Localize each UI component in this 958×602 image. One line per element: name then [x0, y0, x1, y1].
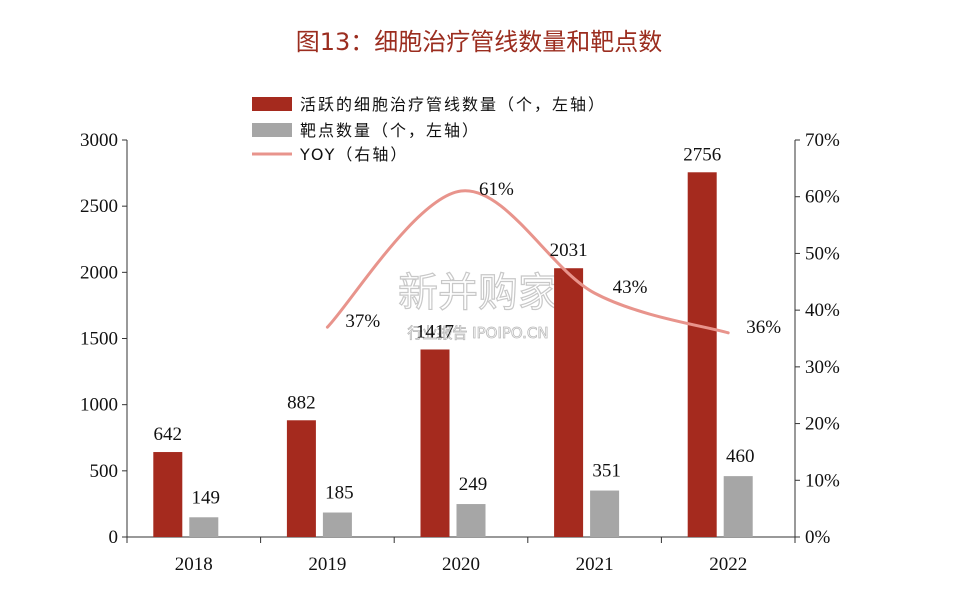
- right-tick-label: 20%: [805, 414, 840, 435]
- pipeline-value-label: 882: [287, 392, 316, 413]
- right-tick-label: 0%: [805, 527, 831, 548]
- legend-label-pipeline: 活跃的细胞治疗管线数量（个，左轴）: [300, 95, 606, 114]
- yoy-value-label: 43%: [613, 277, 648, 298]
- data-labels: 642 882 1417 2031 2756 149 185 249 351 460 37% 61% 4…: [154, 144, 782, 508]
- chart-title: 图13：细胞治疗管线数量和靶点数: [295, 28, 663, 56]
- targets-value-label: 351: [592, 461, 621, 482]
- targets-bar: [189, 517, 219, 537]
- targets-bar: [456, 504, 486, 537]
- legend-swatch-targets: [252, 123, 292, 137]
- pipeline-bar: [286, 420, 316, 537]
- watermark-main: 新并购家: [398, 270, 558, 316]
- yoy-line: [325, 189, 730, 335]
- yoy-value-label: 36%: [746, 317, 781, 338]
- right-tick-label: 50%: [805, 243, 840, 264]
- x-tick-label: 2020: [442, 554, 480, 575]
- left-tick-label: 3000: [80, 130, 118, 151]
- right-tick-label: 70%: [805, 130, 840, 151]
- x-tick-label: 2021: [576, 554, 614, 575]
- x-tick-label: 2022: [709, 554, 747, 575]
- yoy-value-label: 61%: [479, 179, 514, 200]
- targets-bar: [322, 512, 352, 537]
- pipeline-value-label: 1417: [416, 321, 454, 342]
- left-tick-label: 2000: [80, 262, 118, 283]
- left-tick-label: 1500: [80, 329, 118, 350]
- pipeline-bar: [420, 349, 450, 537]
- legend-swatch-pipeline: [252, 97, 292, 111]
- bars: [153, 172, 753, 537]
- axes: 0 500 1000 1500 2000 2500 3000 0% 10% 20% 30% 40% 50…: [80, 130, 840, 575]
- right-tick-label: 60%: [805, 187, 840, 208]
- pipeline-bar: [687, 172, 717, 537]
- x-tick-label: 2019: [308, 554, 346, 575]
- targets-value-label: 149: [192, 487, 221, 508]
- x-tick-label: 2018: [175, 554, 213, 575]
- watermark-sub: 行业报告 IPOIPO.CN: [407, 324, 548, 342]
- pipeline-value-label: 642: [154, 424, 183, 445]
- targets-bar: [723, 476, 753, 537]
- pipeline-bar: [153, 452, 183, 537]
- targets-bar: [590, 490, 620, 537]
- legend-label-yoy: YOY（右轴）: [299, 145, 408, 164]
- legend-label-targets: 靶点数量（个，左轴）: [300, 121, 480, 140]
- targets-value-label: 185: [325, 483, 354, 504]
- right-tick-label: 30%: [805, 357, 840, 378]
- left-tick-label: 0: [109, 527, 119, 548]
- left-tick-label: 2500: [80, 196, 118, 217]
- right-tick-label: 40%: [805, 300, 840, 321]
- yoy-value-label: 37%: [345, 311, 380, 332]
- right-tick-label: 10%: [805, 470, 840, 491]
- pipeline-bar: [554, 268, 584, 537]
- pipeline-value-label: 2756: [683, 144, 721, 165]
- targets-value-label: 460: [726, 446, 755, 467]
- watermark: 新并购家 行业报告 IPOIPO.CN: [397, 269, 558, 342]
- left-tick-label: 1000: [80, 395, 118, 416]
- targets-value-label: 249: [459, 474, 488, 495]
- legend: 活跃的细胞治疗管线数量（个，左轴） 靶点数量（个，左轴） YOY（右轴）: [252, 95, 606, 164]
- yoy-line-group: [325, 189, 730, 335]
- pipeline-value-label: 2031: [550, 240, 588, 261]
- left-tick-label: 500: [90, 461, 119, 482]
